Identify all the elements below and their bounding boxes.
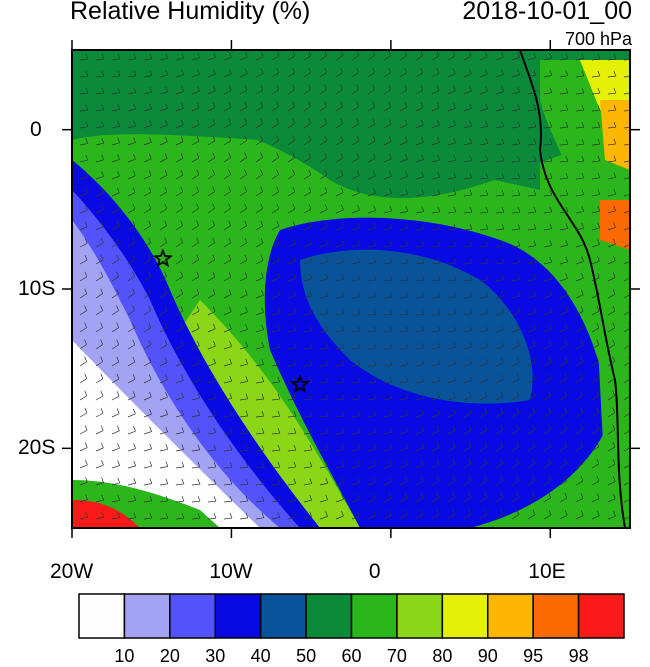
lat-tick-label: 10S: [18, 277, 56, 300]
map-title: Relative Humidity (%): [70, 0, 311, 25]
lon-tick-label: 20W: [50, 560, 94, 583]
colorbar-swatch: [396, 593, 444, 639]
colorbar-swatch: [441, 593, 489, 639]
map-timestamp: 2018-10-01_00: [462, 0, 632, 25]
colorbar-label: 60: [341, 646, 362, 666]
colorbar: [78, 593, 625, 639]
star-marker-west: [153, 248, 173, 268]
colorbar-swatch: [123, 593, 171, 639]
colorbar-label: 90: [477, 646, 498, 666]
colorbar-swatch: [78, 593, 126, 639]
lon-tick-label: 0: [368, 560, 381, 583]
colorbar-label: 40: [250, 646, 271, 666]
colorbar-label: 70: [386, 646, 407, 666]
colorbar-label: 10: [114, 646, 135, 666]
colorbar-swatch: [305, 593, 353, 639]
colorbar-label: 50: [296, 646, 317, 666]
lon-tick-label: 10E: [528, 560, 566, 583]
colorbar-swatch: [259, 593, 307, 639]
colorbar-swatch: [532, 593, 580, 639]
humidity-field: [72, 50, 630, 528]
colorbar-label: 98: [568, 646, 589, 666]
pressure-level-label: 700 hPa: [564, 29, 632, 49]
lat-tick-label: 0: [30, 117, 42, 141]
lat-tick-label: 20S: [18, 436, 56, 460]
colorbar-label: 95: [523, 646, 544, 666]
star-marker-central: [290, 374, 310, 394]
colorbar-swatch: [350, 593, 398, 639]
colorbar-swatch: [577, 593, 625, 639]
lon-tick-label: 10W: [209, 560, 253, 583]
colorbar-label: 30: [205, 646, 226, 666]
colorbar-swatch: [487, 593, 534, 639]
colorbar-label: 80: [432, 646, 453, 666]
colorbar-swatch: [169, 593, 216, 639]
colorbar-swatch: [214, 593, 262, 639]
colorbar-label: 20: [159, 646, 180, 666]
